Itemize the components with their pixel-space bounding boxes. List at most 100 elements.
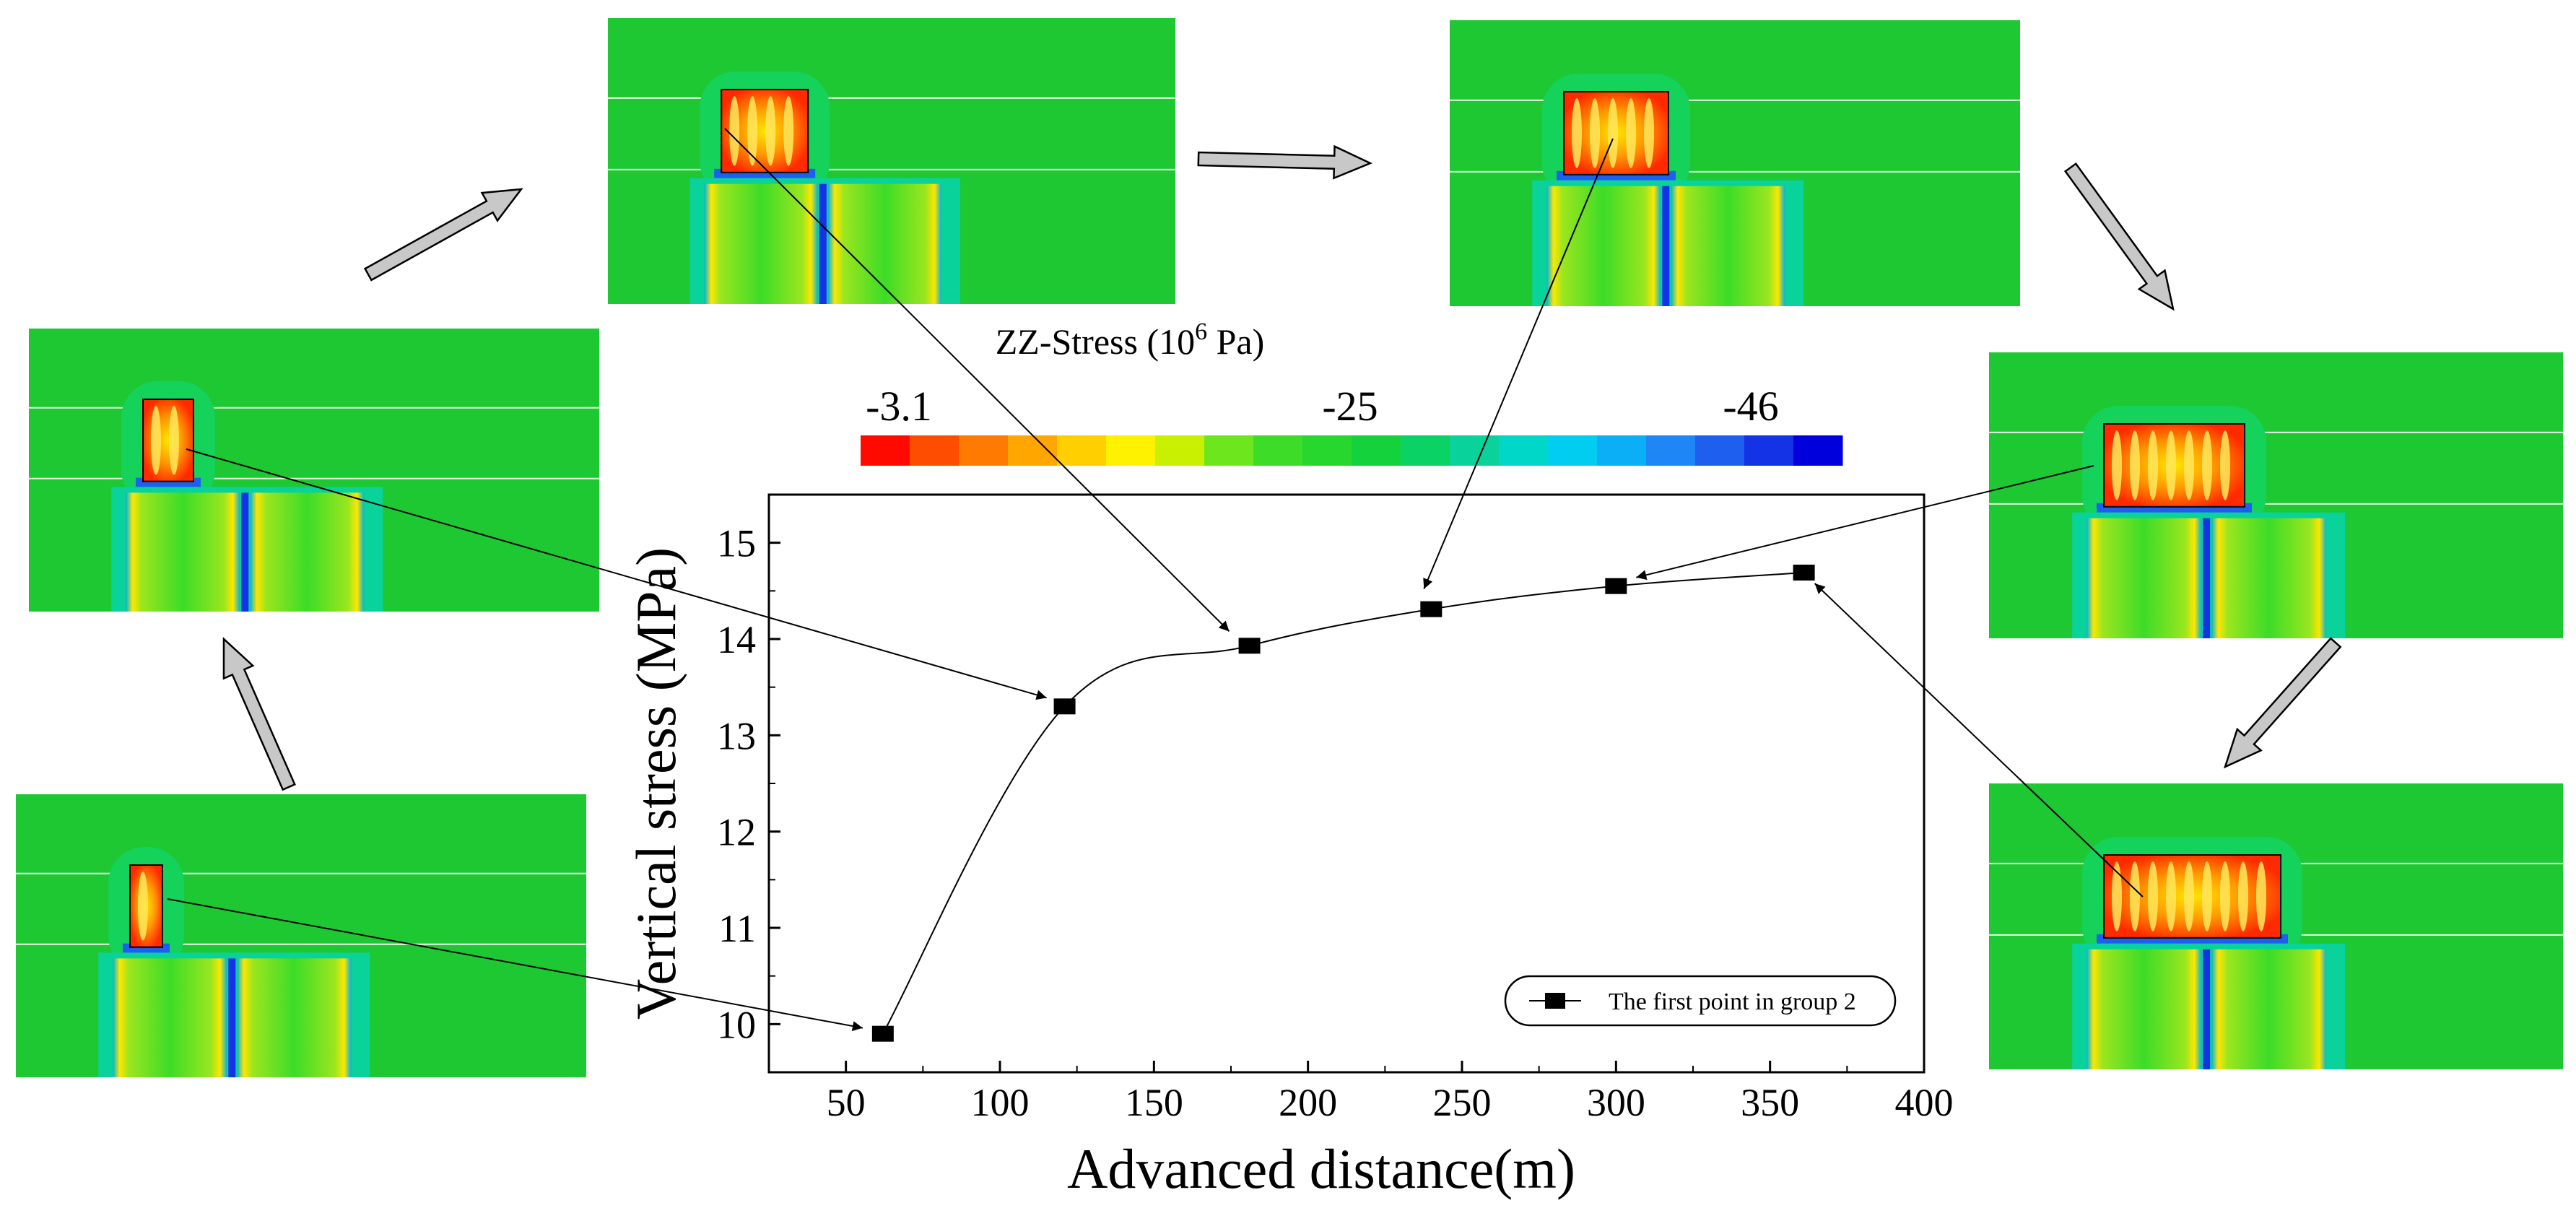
pillar-gap: [228, 958, 236, 1077]
plot-area: 50 100 150 200 250 300 350 400 10 11 12 13 14 15 The…: [625, 493, 1954, 1200]
data-point: [1605, 578, 1627, 594]
x-tick-label: 200: [1279, 1081, 1337, 1124]
y-tick-label: 15: [717, 522, 756, 565]
colorbar-mid-label: -25: [1322, 383, 1378, 430]
colorbar-swatch: [1401, 435, 1450, 466]
sequence-arrow: [1197, 144, 1373, 180]
stress-lobe: [169, 406, 179, 475]
sequence-arrow: [363, 188, 523, 282]
stress-lobe: [2184, 430, 2194, 500]
y-tick-label: 11: [718, 907, 756, 950]
y-tick-label: 14: [717, 618, 756, 661]
stress-lobe: [2130, 861, 2140, 931]
colorbar-swatch: [1057, 435, 1107, 466]
legend-marker-sample: [1545, 993, 1565, 1009]
pillar-left: [126, 492, 240, 612]
colorbar-swatch: [1499, 435, 1549, 466]
stress-lobe: [138, 872, 148, 941]
inset-stage-2: [29, 329, 599, 612]
x-tick-label: 100: [971, 1081, 1030, 1124]
stress-lobe: [783, 96, 794, 166]
data-point: [1420, 601, 1443, 617]
stress-lobe: [2130, 430, 2140, 500]
y-axis-ticks: 10 11 12 13 14 15: [717, 494, 780, 1046]
pillar-right: [2211, 518, 2327, 638]
x-tick-label: 300: [1587, 1081, 1645, 1124]
x-tick-label: 150: [1125, 1081, 1183, 1124]
colorbar-swatch: [1352, 435, 1401, 466]
pillar-right: [250, 492, 365, 612]
legend-label: The first point in group 2: [1609, 988, 1856, 1015]
colorbar-swatch: [1204, 435, 1254, 466]
x-tick-label: 250: [1433, 1081, 1492, 1124]
stress-lobe: [2256, 861, 2266, 931]
stress-lobe: [1644, 98, 1654, 168]
colorbar-swatch: [959, 435, 1009, 466]
x-tick-label: 50: [827, 1081, 866, 1124]
leader-arrow: [1423, 138, 1614, 590]
colorbar-swatch: [1646, 435, 1696, 466]
pillar-left: [113, 958, 227, 1077]
stress-lobe: [1572, 98, 1582, 168]
leader-arrow: [186, 448, 1047, 700]
leader-arrow: [724, 128, 1230, 633]
colorbar-swatch: [1450, 435, 1500, 466]
stress-lobe: [2166, 861, 2176, 931]
stress-lobe: [2202, 430, 2212, 500]
stress-lobe: [2166, 430, 2176, 500]
inset-stage-4: [1450, 20, 2020, 306]
colorbar-max-label: -46: [1723, 383, 1778, 430]
leader-arrow: [1636, 465, 2094, 581]
x-axis-ticks: 50 100 150 200 250 300 350 400: [768, 1061, 1954, 1124]
colorbar-swatch: [1695, 435, 1745, 466]
stress-lobe: [2220, 861, 2230, 931]
colorbar-swatch: [1744, 435, 1794, 466]
stress-lobe: [151, 406, 161, 475]
colorbar-swatch: [1302, 435, 1352, 466]
colorbar-title: ZZ-Stress (106 Pa): [996, 318, 1265, 362]
pillar-right: [2211, 949, 2327, 1069]
pillar-right: [237, 958, 352, 1077]
data-point: [1053, 698, 1076, 715]
stress-lobe: [2148, 430, 2158, 500]
sequence-arrow: [2063, 162, 2175, 311]
colorbar-swatch: [910, 435, 960, 466]
leader-arrows: [167, 128, 2144, 1031]
x-axis-label: Advanced distance(m): [1067, 1137, 1575, 1200]
pillar-right: [827, 183, 942, 304]
stress-lobe: [2112, 430, 2122, 500]
stress-lobe: [2148, 861, 2158, 931]
stress-lobe: [2238, 861, 2248, 931]
y-tick-label: 13: [717, 714, 756, 757]
inset-stage-1: [16, 794, 586, 1077]
stress-lobe: [765, 96, 776, 166]
data-point: [1793, 565, 1815, 581]
goaf-zone: [142, 399, 194, 482]
legend-box: [1504, 975, 1897, 1027]
stress-lobe: [1626, 98, 1636, 168]
stress-lobe: [2184, 861, 2194, 931]
sequence-arrows: [222, 144, 2342, 791]
pillar-right: [1671, 186, 1785, 306]
stress-lobe: [1590, 98, 1600, 168]
colorbar-min-label: -3.1: [866, 383, 932, 430]
colorbar-swatch: [1597, 435, 1647, 466]
colorbar-swatch: [1253, 435, 1303, 466]
pillar-gap: [819, 183, 827, 304]
sequence-arrow: [2223, 637, 2342, 769]
colorbar-swatch: [861, 435, 910, 466]
colorbar: ZZ-Stress (106 Pa) -3.1 -25 -46: [861, 318, 1843, 466]
leader-arrow: [167, 898, 863, 1031]
leader-arrow: [1814, 583, 2144, 898]
colorbar-swatch: [1106, 435, 1156, 466]
colorbar-swatch: [1008, 435, 1058, 466]
colorbar-swatch: [1793, 435, 1843, 466]
legend: The first point in group 2: [1504, 975, 1897, 1027]
x-tick-label: 350: [1741, 1081, 1799, 1124]
pillar-gap: [241, 492, 249, 612]
series-line: [882, 572, 1804, 1035]
x-tick-label: 400: [1895, 1081, 1954, 1124]
pillar-left: [704, 183, 818, 304]
data-point: [1238, 638, 1261, 654]
